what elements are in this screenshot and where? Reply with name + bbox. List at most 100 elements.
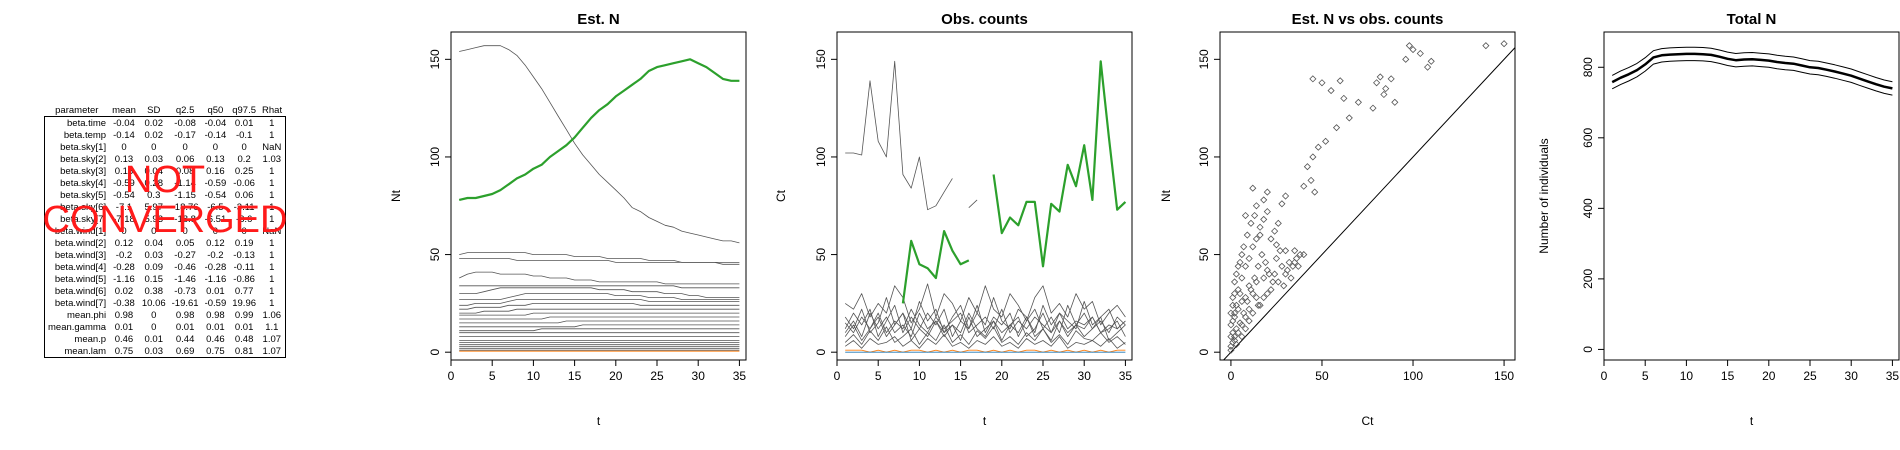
chart-3-point — [1409, 46, 1417, 54]
chart-3-point — [1252, 293, 1260, 302]
chart-3-point — [1332, 124, 1341, 132]
chart-3-point — [1387, 75, 1395, 83]
chart-3-point — [1241, 325, 1250, 333]
chart-3-point — [1340, 94, 1348, 102]
table-row: beta.sky[3] 0.16 0.04 0.08 0.16 0.25 1 — [45, 165, 286, 177]
chart-3-point — [1263, 208, 1271, 216]
table-row: beta.sky[4] -0.59 0.28 -1.14 -0.59 -0.06 1 — [45, 177, 286, 189]
table-cell: beta.sky[4] — [60, 177, 107, 189]
chart-3-point — [1227, 309, 1235, 317]
table-cell: -18.76 — [171, 201, 199, 213]
table-cell: 0.01 — [114, 321, 134, 333]
chart-3-point — [1245, 305, 1253, 313]
table-cell: 0.13 — [114, 153, 134, 165]
chart-3-point — [1271, 227, 1279, 235]
table-cell: beta.wind[5] — [54, 273, 107, 285]
table-cell: -6.51 — [204, 213, 227, 225]
chart-1-frame — [450, 31, 747, 361]
chart-3-point — [1240, 309, 1248, 317]
table-cell: -3.11 — [233, 201, 255, 213]
column-header-sd: SD — [147, 104, 161, 116]
chart-3-point — [1234, 329, 1242, 337]
chart-2-series-line — [844, 297, 1126, 334]
chart-1-x-axis-label: t — [597, 414, 601, 428]
table-cell: -0.08 — [174, 117, 196, 129]
table-row: beta.wind[1] 0 0 0 0 0 NaN — [45, 225, 286, 237]
table-cell: beta.temp — [63, 129, 107, 141]
chart-2-y-tick-label: 50 — [814, 248, 828, 262]
table-row: beta.wind[2] 0.12 0.04 0.05 0.12 0.19 1 — [45, 237, 286, 249]
table-cell: 0.69 — [175, 345, 195, 357]
table-cell: 1.07 — [262, 345, 282, 357]
chart-3-point — [1300, 251, 1308, 259]
column-header-q50: q50 — [207, 104, 224, 116]
table-cell: -0.73 — [174, 285, 196, 297]
chart-1-series-line — [459, 293, 740, 300]
table-cell: 0.75 — [114, 345, 134, 357]
chart-3-point — [1252, 202, 1260, 210]
chart-3-point — [1327, 87, 1335, 95]
table-cell: -1.16 — [113, 273, 135, 285]
table-cell: -0.04 — [113, 117, 135, 129]
chart-3-frame — [1219, 31, 1516, 361]
chart-4-series-line — [1611, 60, 1893, 96]
chart-1-series-line — [459, 285, 740, 289]
table-cell: -1.16 — [204, 273, 227, 285]
chart-3-point — [1249, 243, 1257, 251]
table-cell: 0.98 — [175, 309, 195, 321]
table-cell: 0 — [182, 141, 188, 153]
chart-1-x-tick-label: 5 — [489, 369, 496, 383]
chart-3-point — [1260, 215, 1268, 223]
chart-3-point — [1291, 247, 1299, 255]
table-cell: -0.54 — [113, 189, 135, 201]
chart-3-x-tick-label: 150 — [1494, 369, 1514, 383]
chart-3-point — [1269, 278, 1277, 286]
chart-1-y-tick-label: 50 — [428, 248, 442, 262]
table-row: beta.temp -0.14 0.02 -0.17 -0.14 -0.1 1 — [45, 129, 286, 141]
chart-3-point — [1287, 274, 1295, 282]
table-cell: 0.15 — [144, 273, 164, 285]
chart-1-series-line — [459, 328, 740, 332]
chart-2-x-tick-label: 15 — [954, 369, 968, 383]
chart-3-point — [1267, 286, 1275, 294]
table-cell: mean.p — [74, 333, 107, 345]
chart-3-point — [1238, 274, 1246, 282]
chart-3-point — [1260, 274, 1268, 282]
table-cell: 1.1 — [265, 321, 279, 333]
table-cell: -0.54 — [204, 189, 227, 201]
chart-3-point — [1254, 262, 1262, 270]
chart-3-point — [1234, 286, 1242, 294]
chart-2-series-line — [844, 283, 1126, 326]
chart-3-point — [1314, 143, 1322, 151]
chart-3-point — [1373, 79, 1381, 87]
table-cell: 0.3 — [147, 189, 161, 201]
chart-2-x-tick-label: 20 — [995, 369, 1009, 383]
chart-3-point — [1267, 235, 1275, 243]
chart-3-point — [1278, 200, 1286, 208]
chart-4-group — [1598, 31, 1900, 366]
table-row: beta.wind[4] -0.28 0.09 -0.46 -0.28 -0.11 1 — [45, 261, 286, 273]
chart-1-x-tick-label: 20 — [609, 369, 623, 383]
chart-3-y-tick-label: 100 — [1197, 147, 1211, 167]
chart-4-x-tick-label: 10 — [1680, 369, 1694, 383]
table-cell: beta.sky[3] — [60, 165, 107, 177]
chart-3-point — [1236, 258, 1244, 266]
table-row: beta.sky[6] -7.1 5.97 -18.76 -6.5 -3.11 1 — [45, 201, 286, 213]
table-cell: mean.gamma — [48, 321, 107, 333]
table-row: beta.sky[7] -7.18 5.93 -18.8 -6.51 -3.6 1 — [45, 213, 286, 225]
table-cell: 0.01 — [144, 333, 164, 345]
chart-1-y-tick-label: 150 — [428, 49, 442, 69]
chart-4-x-tick-label: 0 — [1601, 369, 1608, 383]
chart-3-point — [1294, 262, 1302, 270]
chart-3-point — [1238, 321, 1246, 329]
chart-3-point — [1232, 301, 1240, 309]
chart-3-point — [1263, 188, 1271, 196]
column-header-q2-5: q2.5 — [175, 104, 195, 116]
chart-3-point — [1243, 297, 1251, 305]
chart-2-plot-area — [844, 60, 1127, 353]
table-cell: -0.28 — [113, 261, 135, 273]
table-cell: 0.02 — [144, 129, 164, 141]
chart-2-y-tick-label: 0 — [814, 349, 828, 356]
table-cell: 1 — [269, 177, 275, 189]
